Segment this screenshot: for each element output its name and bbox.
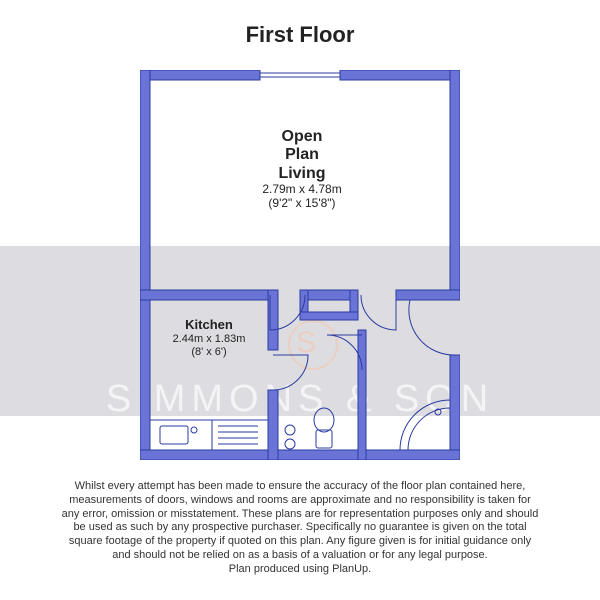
disclaimer-text: Whilst every attempt has been made to en…: [62, 480, 539, 561]
page-title: First Floor: [0, 22, 600, 48]
room-name: Kitchen: [154, 318, 264, 333]
floorplan: OpenPlanLiving 2.79m x 4.78m (9'2" x 15'…: [140, 70, 460, 460]
room-label-living: OpenPlanLiving 2.79m x 4.78m (9'2" x 15'…: [232, 128, 372, 211]
credit-text: Plan produced using PlanUp.: [229, 563, 371, 575]
disclaimer: Whilst every attempt has been made to en…: [60, 480, 540, 576]
room-dim-ft: (8' x 6'): [154, 346, 264, 359]
room-name: OpenPlanLiving: [232, 128, 372, 183]
room-label-kitchen: Kitchen 2.44m x 1.83m (8' x 6'): [154, 318, 264, 358]
room-dim-ft: (9'2" x 15'8"): [232, 197, 372, 211]
page: First Floor S SIMMONS & SON: [0, 0, 600, 600]
room-dim-m: 2.79m x 4.78m: [232, 183, 372, 197]
room-dim-m: 2.44m x 1.83m: [154, 333, 264, 346]
